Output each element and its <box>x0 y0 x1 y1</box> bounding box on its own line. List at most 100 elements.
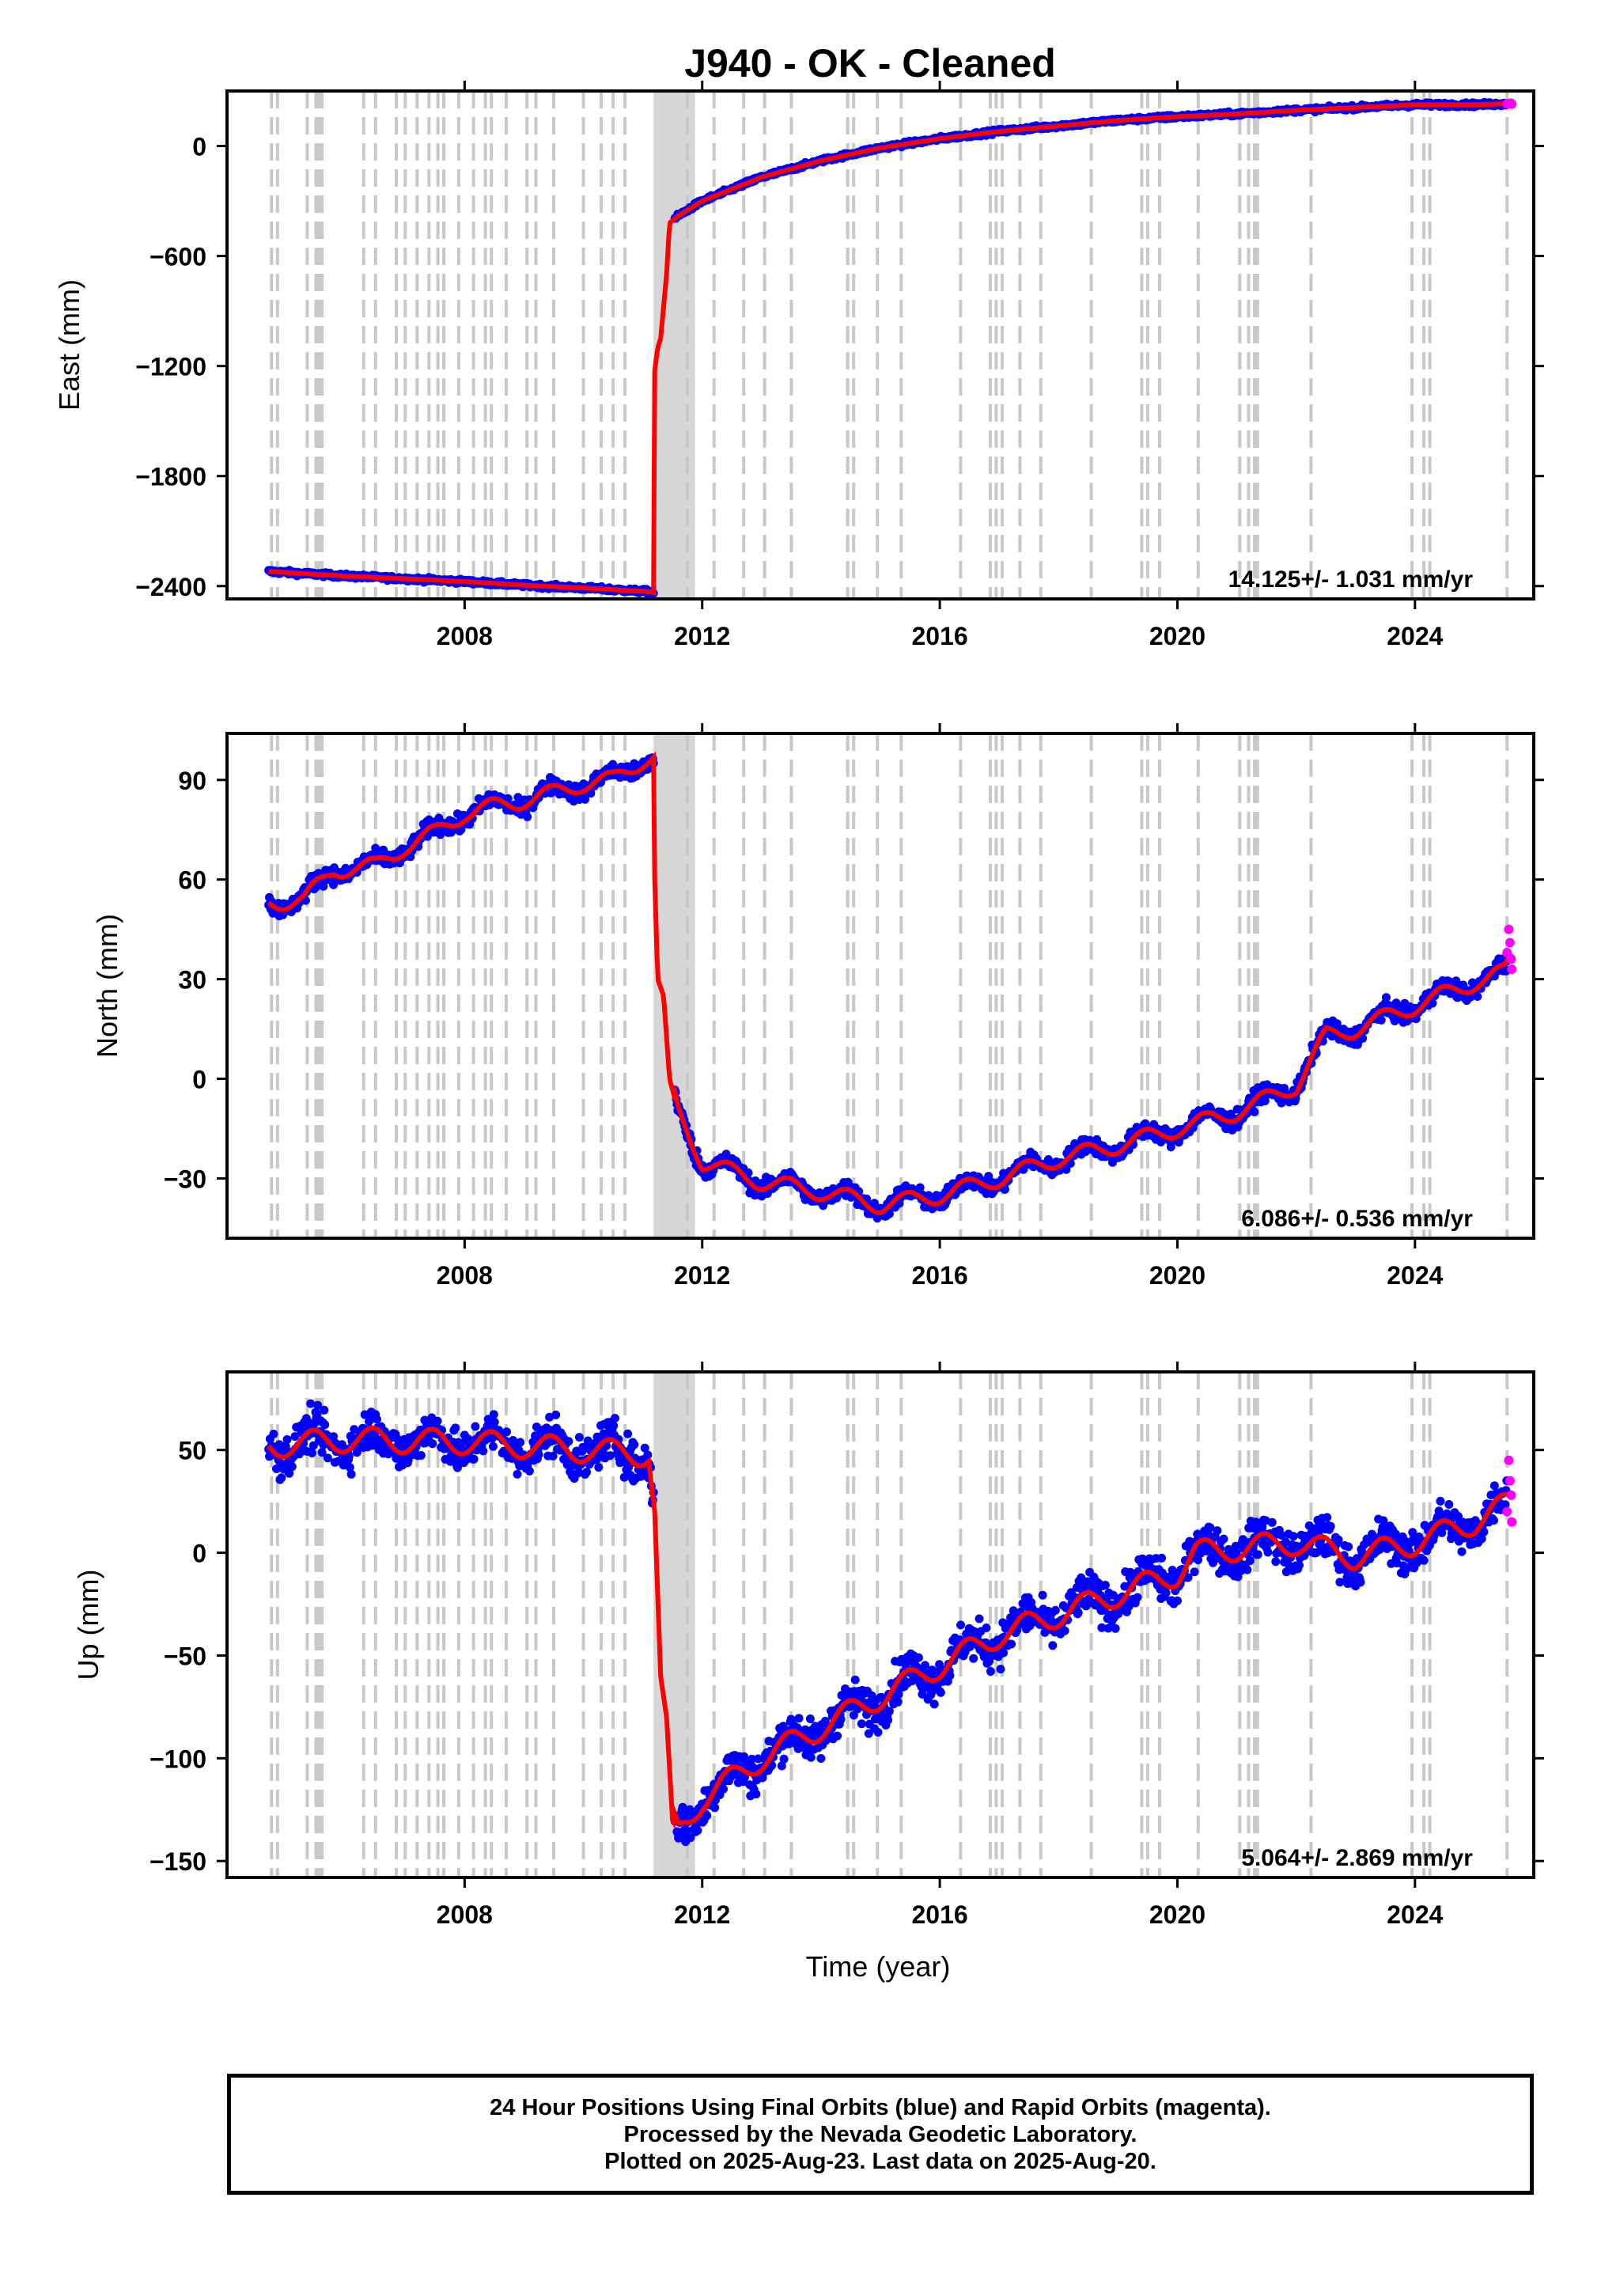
final-point <box>1133 1593 1142 1602</box>
rapid-point <box>1507 964 1517 975</box>
final-point <box>287 1462 297 1472</box>
final-point <box>574 1433 584 1442</box>
final-point <box>1048 1641 1058 1650</box>
final-point <box>794 1714 804 1723</box>
final-point <box>416 1451 426 1460</box>
x-tick-label: 2008 <box>437 1261 493 1290</box>
x-tick-label: 2016 <box>911 622 967 650</box>
final-point <box>693 1826 702 1836</box>
final-point <box>986 1667 995 1676</box>
y-tick-label: 90 <box>178 767 206 795</box>
final-point <box>582 1468 591 1477</box>
final-point <box>779 1754 789 1764</box>
final-point <box>523 813 532 821</box>
final-point <box>428 1439 437 1449</box>
x-tick-label: 2020 <box>1149 622 1205 650</box>
final-point <box>503 794 513 803</box>
final-point <box>751 1790 761 1799</box>
final-point <box>1250 1107 1259 1116</box>
final-point <box>884 1715 893 1725</box>
y-tick-label: −600 <box>150 243 206 271</box>
final-point <box>850 1675 860 1684</box>
rapid-orbit-points <box>1502 98 1517 109</box>
final-point <box>524 1466 534 1476</box>
final-point <box>609 1421 619 1430</box>
final-point <box>469 1454 479 1464</box>
final-point <box>969 1654 978 1663</box>
final-point <box>936 1688 945 1697</box>
rapid-point <box>1504 938 1515 948</box>
final-point <box>1213 1526 1222 1536</box>
final-point <box>534 1449 543 1459</box>
final-point <box>308 1449 316 1457</box>
final-point <box>564 1437 573 1446</box>
final-point <box>956 1620 965 1630</box>
final-point <box>471 1422 480 1431</box>
final-point <box>1382 993 1391 1002</box>
final-orbit-points <box>264 1399 1512 1847</box>
final-point <box>921 1661 929 1670</box>
final-point <box>873 1728 883 1737</box>
rapid-point <box>1506 954 1516 964</box>
final-point <box>1190 1567 1199 1577</box>
final-point <box>1376 1015 1386 1025</box>
y-tick-label: −30 <box>164 1165 206 1193</box>
final-point <box>1161 1588 1171 1597</box>
final-point <box>982 1623 991 1632</box>
plot-frame <box>225 89 1535 601</box>
chart-title: J940 - OK - Cleaned <box>684 41 1056 85</box>
rate-label: 6.086+/- 0.536 mm/yr <box>1241 1206 1473 1232</box>
final-point <box>710 1803 720 1813</box>
final-point <box>914 1653 923 1662</box>
final-point <box>373 1415 381 1424</box>
final-point <box>893 1697 903 1707</box>
final-point <box>833 1731 842 1741</box>
final-point <box>884 1707 894 1716</box>
plot-frame <box>225 732 1535 1240</box>
final-point <box>1073 1608 1083 1617</box>
final-point <box>320 1420 330 1430</box>
final-point <box>975 1614 984 1623</box>
y-tick-label: 0 <box>192 133 206 161</box>
y-tick-label: −1800 <box>135 463 206 491</box>
trend-line <box>268 100 1512 596</box>
final-point <box>1173 1596 1182 1605</box>
final-point <box>1050 1605 1060 1615</box>
final-point <box>999 1648 1009 1658</box>
final-point <box>488 1442 498 1451</box>
final-point <box>719 1784 728 1794</box>
y-tick-label: −1200 <box>135 353 206 381</box>
x-tick-label: 2008 <box>437 622 493 650</box>
final-point <box>945 1671 955 1680</box>
final-point <box>806 1752 816 1762</box>
final-point <box>319 881 328 891</box>
final-point <box>630 1440 639 1449</box>
rapid-point <box>1507 99 1517 109</box>
final-point <box>805 1714 815 1723</box>
x-tick-label: 2024 <box>1387 622 1443 650</box>
final-point <box>551 1410 561 1419</box>
x-tick-label: 2012 <box>674 1261 730 1290</box>
final-point <box>1007 1639 1016 1649</box>
final-point <box>1100 1581 1110 1589</box>
final-point <box>1111 1623 1120 1633</box>
final-point <box>320 1405 329 1415</box>
final-point <box>857 1719 866 1729</box>
y-tick-label: −2400 <box>135 573 206 601</box>
x-tick-label: 2020 <box>1149 1261 1205 1290</box>
final-point <box>489 1410 498 1419</box>
final-point <box>502 1427 511 1437</box>
final-point <box>611 1414 619 1423</box>
final-point <box>277 1473 286 1483</box>
y-tick-label: 0 <box>192 1066 206 1094</box>
final-point <box>1157 1553 1167 1563</box>
final-point <box>479 1446 488 1456</box>
y-axis-label: North (mm) <box>91 914 123 1058</box>
final-point <box>594 1463 604 1472</box>
final-point <box>1060 1626 1069 1635</box>
final-point <box>451 1423 460 1433</box>
final-point <box>516 1438 525 1447</box>
